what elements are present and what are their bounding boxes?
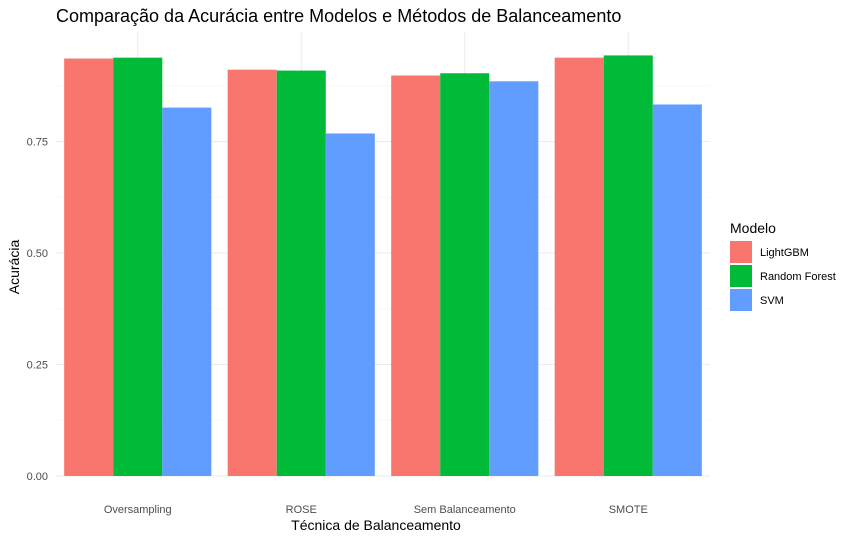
bar bbox=[652, 104, 702, 477]
legend-label: Random Forest bbox=[760, 271, 836, 283]
bars bbox=[64, 55, 702, 477]
y-tick-label: 0.75 bbox=[27, 137, 48, 149]
legend-label: LightGBM bbox=[760, 247, 809, 259]
y-tick-label: 0.00 bbox=[27, 471, 48, 483]
x-tick-label: Oversampling bbox=[104, 504, 172, 516]
x-axis-title: Técnica de Balanceamento bbox=[291, 517, 461, 533]
bar bbox=[276, 70, 326, 476]
x-tick-label: Sem Balanceamento bbox=[414, 504, 516, 516]
chart-title: Comparação da Acurácia entre Modelos e M… bbox=[56, 6, 621, 26]
y-axis-tick-labels: 0.00 0.25 0.50 0.75 bbox=[27, 137, 48, 484]
legend-key bbox=[730, 241, 752, 263]
legend: Modelo LightGBM Random Forest SVM bbox=[730, 220, 836, 311]
x-axis-tick-labels: Oversampling ROSE Sem Balanceamento SMOTE bbox=[104, 504, 648, 516]
legend-label: SVM bbox=[760, 295, 784, 307]
bar bbox=[162, 107, 212, 476]
y-tick-label: 0.25 bbox=[27, 360, 48, 372]
bar bbox=[391, 75, 441, 476]
x-tick-label: SMOTE bbox=[609, 504, 648, 516]
y-axis-title: Acurácia bbox=[6, 240, 22, 295]
bar bbox=[489, 81, 539, 476]
bar bbox=[113, 57, 163, 476]
bar bbox=[554, 57, 604, 476]
x-tick-label: ROSE bbox=[286, 504, 317, 516]
bar bbox=[325, 133, 375, 477]
bar bbox=[440, 73, 490, 477]
legend-key bbox=[730, 265, 752, 287]
bar bbox=[64, 58, 114, 476]
legend-key bbox=[730, 289, 752, 311]
bar bbox=[603, 55, 653, 477]
legend-title: Modelo bbox=[730, 220, 776, 236]
y-tick-label: 0.50 bbox=[27, 248, 48, 260]
bar bbox=[227, 69, 277, 476]
